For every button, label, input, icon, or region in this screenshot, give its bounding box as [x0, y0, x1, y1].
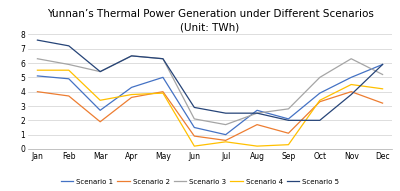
Scenario 3	[35, 58, 40, 60]
Scenario 5	[192, 106, 197, 108]
Scenario 2	[192, 135, 197, 137]
Line: Scenario 2: Scenario 2	[38, 92, 382, 140]
Scenario 4	[255, 145, 260, 147]
Scenario 3	[380, 73, 385, 76]
Scenario 4	[66, 69, 71, 71]
Scenario 3	[98, 70, 102, 73]
Scenario 2	[286, 132, 291, 134]
Scenario 4	[380, 88, 385, 90]
Scenario 1	[349, 76, 354, 79]
Scenario 5	[160, 58, 165, 60]
Scenario 2	[129, 96, 134, 99]
Scenario 4	[160, 92, 165, 94]
Scenario 3	[223, 123, 228, 126]
Scenario 3	[160, 58, 165, 60]
Scenario 4	[192, 145, 197, 147]
Scenario 5	[380, 63, 385, 66]
Scenario 2	[349, 91, 354, 93]
Scenario 3	[286, 108, 291, 110]
Title: Yunnan’s Thermal Power Generation under Different Scenarios
(Unit: TWh): Yunnan’s Thermal Power Generation under …	[46, 9, 374, 32]
Scenario 5	[223, 112, 228, 114]
Scenario 1	[380, 63, 385, 66]
Scenario 2	[255, 123, 260, 126]
Scenario 4	[223, 141, 228, 143]
Scenario 2	[160, 91, 165, 93]
Scenario 5	[98, 70, 102, 73]
Line: Scenario 3: Scenario 3	[38, 56, 382, 125]
Scenario 1	[286, 118, 291, 120]
Line: Scenario 4: Scenario 4	[38, 70, 382, 146]
Scenario 4	[286, 144, 291, 146]
Scenario 5	[349, 93, 354, 96]
Scenario 4	[129, 93, 134, 96]
Scenario 1	[318, 92, 322, 94]
Scenario 3	[349, 58, 354, 60]
Scenario 4	[349, 83, 354, 86]
Scenario 1	[160, 76, 165, 79]
Scenario 2	[98, 121, 102, 123]
Scenario 5	[35, 39, 40, 41]
Scenario 1	[223, 134, 228, 136]
Legend: Scenario 1, Scenario 2, Scenario 3, Scenario 4, Scenario 5: Scenario 1, Scenario 2, Scenario 3, Scen…	[58, 176, 342, 188]
Scenario 3	[255, 112, 260, 114]
Scenario 2	[223, 139, 228, 142]
Scenario 4	[98, 99, 102, 101]
Scenario 3	[192, 118, 197, 120]
Scenario 1	[35, 75, 40, 77]
Scenario 2	[35, 91, 40, 93]
Line: Scenario 1: Scenario 1	[38, 64, 382, 135]
Scenario 4	[35, 69, 40, 71]
Scenario 2	[318, 100, 322, 103]
Scenario 3	[318, 76, 322, 79]
Scenario 2	[380, 102, 385, 104]
Scenario 5	[318, 119, 322, 121]
Scenario 5	[286, 119, 291, 121]
Line: Scenario 5: Scenario 5	[38, 40, 382, 120]
Scenario 2	[66, 95, 71, 97]
Scenario 1	[98, 109, 102, 112]
Scenario 1	[255, 109, 260, 112]
Scenario 3	[66, 63, 71, 66]
Scenario 1	[192, 126, 197, 129]
Scenario 1	[129, 86, 134, 88]
Scenario 5	[129, 55, 134, 57]
Scenario 1	[66, 78, 71, 80]
Scenario 5	[255, 112, 260, 114]
Scenario 3	[129, 55, 134, 57]
Scenario 4	[318, 99, 322, 101]
Scenario 5	[66, 45, 71, 47]
